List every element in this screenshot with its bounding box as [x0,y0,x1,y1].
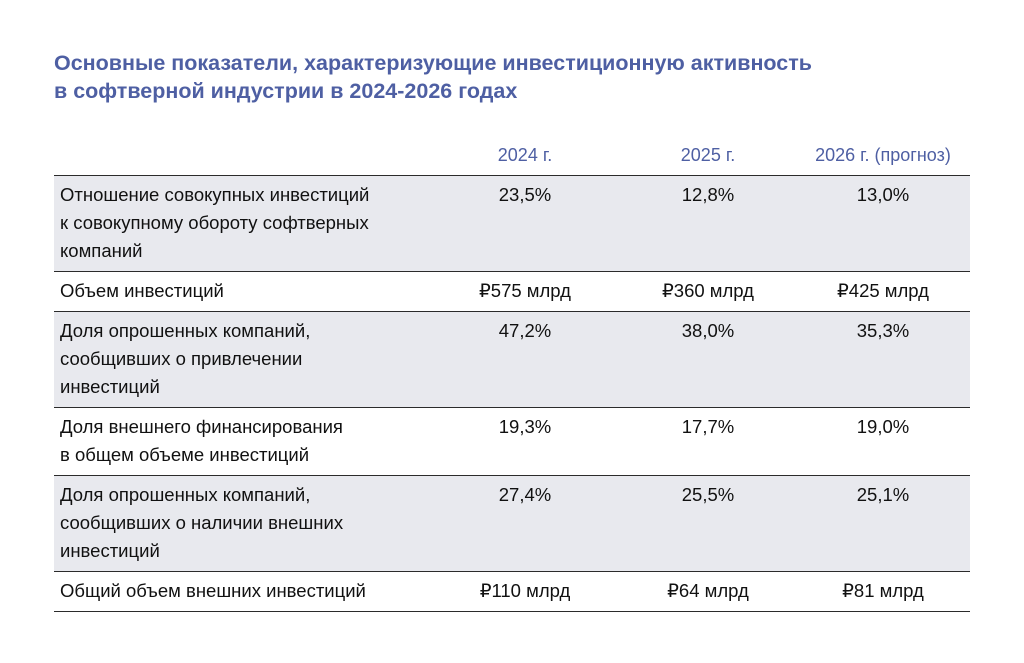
value-2024: 27,4% [498,484,552,505]
row-label-line: инвестиций [60,540,160,561]
row-label-line: компаний [60,240,143,261]
row-label-line: Общий объем внешних инвестиций [60,580,366,601]
indicators-table: 2024 г. 2025 г. 2026 г. (прогноз) Отноше… [54,138,970,612]
row-label: Объем инвестиций [54,277,430,305]
value-2024: ₽575 млрд [479,280,571,301]
value-2026: 35,3% [856,320,910,341]
row-label-line: Доля опрошенных компаний, [60,320,311,341]
table-row: Доля опрошенных компаний, сообщивших о пр… [54,312,970,408]
value-2024: 19,3% [498,416,552,437]
value-2025: ₽64 млрд [667,580,749,601]
header-cell-2024: 2024 г. [497,145,553,165]
row-label-line: Объем инвестиций [60,280,224,301]
value-2024: 23,5% [498,184,552,205]
value-2026: ₽81 млрд [842,580,924,601]
value-2026: 19,0% [856,416,910,437]
title-line-1: Основные показатели, характеризующие инв… [54,51,812,75]
value-2025: ₽360 млрд [662,280,754,301]
table-row: Отношение совокупных инвестиций к совокуп… [54,176,970,272]
value-2026: 25,1% [856,484,910,505]
table-header-row: 2024 г. 2025 г. 2026 г. (прогноз) [54,138,970,176]
value-2025: 25,5% [681,484,735,505]
row-label: Доля опрошенных компаний, сообщивших о на… [54,481,430,565]
page-title: Основные показатели, характеризующие инв… [54,49,954,105]
row-label-line: в общем объеме инвестиций [60,444,310,465]
table-row: Доля опрошенных компаний, сообщивших о на… [54,476,970,572]
value-2024: 47,2% [498,320,552,341]
header-cell-2026: 2026 г. (прогноз) [815,145,951,165]
table-row: Объем инвестиций ₽575 млрд ₽360 млрд ₽425 м… [54,272,970,312]
table-body: Отношение совокупных инвестиций к совокуп… [54,176,970,612]
row-label: Доля опрошенных компаний, сообщивших о пр… [54,317,430,401]
value-2025: 38,0% [681,320,735,341]
row-label-line: Отношение совокупных инвестиций [60,184,370,205]
header-cell-2025: 2025 г. [680,145,736,165]
table-row: Общий объем внешних инвестиций ₽110 млрд ₽… [54,572,970,612]
row-label-line: к совокупному обороту софтверных [60,212,369,233]
row-label: Отношение совокупных инвестиций к совокуп… [54,181,430,265]
value-2025: 12,8% [681,184,735,205]
row-label-line: сообщивших о привлечении [60,348,303,369]
table-row: Доля внешнего финансирования в общем объе… [54,408,970,476]
row-label-line: Доля опрошенных компаний, [60,484,311,505]
row-label-line: Доля внешнего финансирования [60,416,343,437]
row-label-line: инвестиций [60,376,160,397]
value-2026: 13,0% [856,184,910,205]
title-line-2: в софтверной индустрии в 2024-2026 годах [54,79,518,103]
row-label-line: сообщивших о наличии внешних [60,512,344,533]
row-label: Общий объем внешних инвестиций [54,577,430,605]
value-2026: ₽425 млрд [837,280,929,301]
row-label: Доля внешнего финансирования в общем объе… [54,413,430,469]
value-2024: ₽110 млрд [479,580,571,601]
value-2025: 17,7% [681,416,735,437]
